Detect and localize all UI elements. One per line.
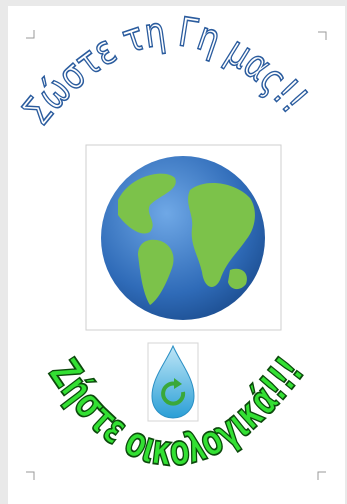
- drop-icon: [151, 344, 195, 419]
- globe: [101, 156, 265, 320]
- margin-marks: [26, 30, 327, 480]
